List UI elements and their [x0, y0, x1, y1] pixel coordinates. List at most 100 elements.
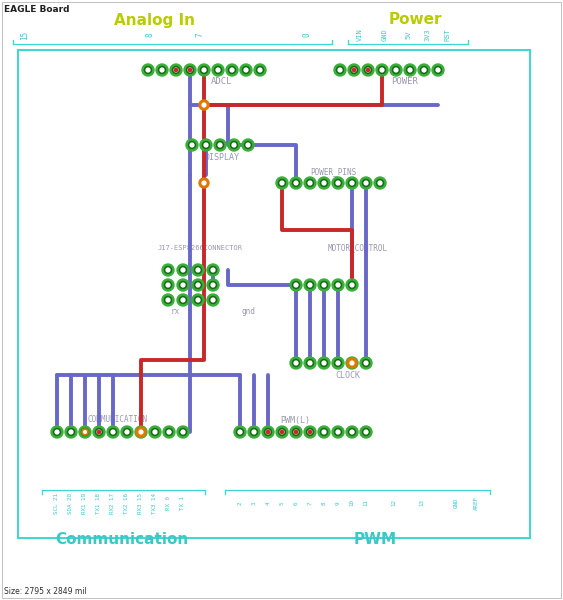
Text: 0: 0 [302, 32, 311, 37]
Circle shape [93, 426, 105, 438]
Circle shape [159, 67, 166, 73]
Circle shape [68, 428, 74, 436]
Circle shape [293, 281, 300, 289]
Circle shape [276, 426, 288, 438]
Circle shape [230, 68, 234, 72]
Circle shape [199, 100, 209, 110]
Circle shape [362, 64, 374, 76]
Circle shape [55, 430, 59, 434]
Circle shape [251, 428, 257, 436]
Circle shape [290, 279, 302, 291]
Text: gnd: gnd [241, 307, 255, 317]
Circle shape [254, 64, 266, 76]
Circle shape [308, 181, 312, 185]
Circle shape [351, 67, 358, 73]
Circle shape [367, 68, 370, 71]
Circle shape [207, 279, 219, 291]
Circle shape [195, 296, 202, 304]
Circle shape [180, 281, 186, 289]
Circle shape [332, 426, 344, 438]
Text: RX2 17: RX2 17 [110, 493, 115, 514]
Circle shape [380, 68, 384, 72]
Text: Power: Power [388, 13, 442, 28]
Circle shape [180, 428, 186, 436]
Circle shape [192, 279, 204, 291]
Text: RX 0: RX 0 [167, 496, 172, 510]
Circle shape [322, 283, 326, 287]
Circle shape [156, 64, 168, 76]
Text: TX1 18: TX1 18 [96, 493, 101, 514]
Circle shape [136, 427, 146, 437]
Text: CLOCK: CLOCK [336, 370, 360, 379]
Text: 5V: 5V [405, 31, 411, 39]
Circle shape [177, 264, 189, 276]
Circle shape [177, 426, 189, 438]
Text: Communication: Communication [55, 533, 189, 547]
Text: PWM(L): PWM(L) [280, 415, 310, 425]
Circle shape [336, 430, 340, 434]
Circle shape [166, 268, 170, 272]
Text: RX1 19: RX1 19 [83, 493, 87, 514]
Text: PWM: PWM [354, 533, 396, 547]
Circle shape [290, 426, 302, 438]
Circle shape [163, 426, 175, 438]
Circle shape [153, 430, 157, 434]
Circle shape [96, 428, 102, 436]
Circle shape [334, 64, 346, 76]
Circle shape [304, 177, 316, 189]
Circle shape [346, 279, 358, 291]
Text: DISPLAY: DISPLAY [204, 152, 239, 161]
Text: 2: 2 [238, 501, 243, 505]
Circle shape [202, 68, 206, 72]
Circle shape [306, 281, 314, 289]
Circle shape [348, 359, 355, 367]
Circle shape [82, 429, 88, 435]
Circle shape [318, 426, 330, 438]
Circle shape [51, 426, 63, 438]
Circle shape [322, 361, 326, 365]
Circle shape [363, 428, 369, 436]
Circle shape [180, 266, 186, 274]
Text: 11: 11 [364, 499, 369, 506]
Circle shape [196, 268, 200, 272]
Circle shape [258, 68, 262, 72]
Text: 3: 3 [252, 501, 257, 505]
Circle shape [293, 359, 300, 367]
Circle shape [192, 294, 204, 306]
Circle shape [350, 361, 354, 365]
Text: VIN: VIN [357, 29, 363, 41]
Text: RST: RST [445, 29, 451, 41]
Circle shape [166, 298, 170, 302]
Circle shape [408, 68, 412, 72]
Circle shape [376, 64, 388, 76]
Circle shape [203, 142, 209, 148]
Circle shape [266, 430, 270, 434]
Circle shape [218, 143, 222, 147]
Circle shape [363, 359, 369, 367]
Circle shape [244, 68, 248, 72]
Circle shape [257, 67, 263, 73]
Text: MOTOR_CONTROL: MOTOR_CONTROL [328, 244, 388, 253]
Circle shape [290, 177, 302, 189]
Circle shape [364, 67, 372, 73]
Circle shape [265, 428, 271, 436]
Circle shape [139, 430, 143, 434]
Circle shape [432, 64, 444, 76]
Circle shape [228, 139, 240, 151]
Circle shape [318, 279, 330, 291]
Circle shape [167, 430, 171, 434]
Circle shape [318, 357, 330, 369]
Circle shape [378, 181, 382, 185]
Circle shape [392, 67, 400, 73]
Text: rx: rx [171, 307, 180, 317]
Circle shape [350, 430, 354, 434]
Text: COMMUNICATION: COMMUNICATION [88, 415, 148, 425]
Circle shape [79, 426, 91, 438]
Circle shape [240, 64, 252, 76]
Circle shape [350, 361, 354, 365]
Circle shape [293, 428, 300, 436]
Circle shape [186, 67, 194, 73]
Text: 5: 5 [279, 501, 284, 505]
Circle shape [332, 177, 344, 189]
Circle shape [83, 430, 87, 434]
